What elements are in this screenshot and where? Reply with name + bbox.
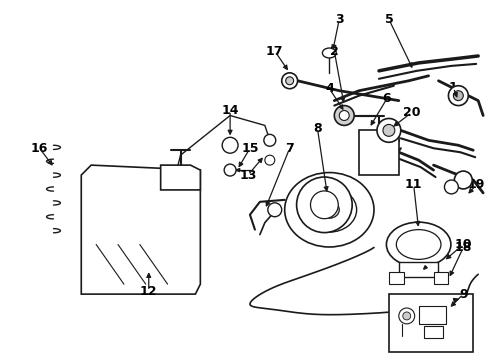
Circle shape bbox=[282, 73, 297, 89]
Text: 16: 16 bbox=[31, 142, 49, 155]
Circle shape bbox=[339, 111, 349, 121]
Text: 18: 18 bbox=[455, 241, 472, 254]
Circle shape bbox=[286, 77, 294, 85]
Circle shape bbox=[334, 105, 354, 125]
Text: 3: 3 bbox=[335, 13, 343, 26]
Polygon shape bbox=[453, 298, 458, 302]
Text: 13: 13 bbox=[239, 168, 257, 181]
Bar bbox=[418, 306, 446, 324]
Circle shape bbox=[403, 312, 411, 320]
Text: 6: 6 bbox=[383, 92, 391, 105]
Text: 7: 7 bbox=[285, 142, 294, 155]
Circle shape bbox=[377, 118, 401, 142]
Bar bbox=[359, 130, 399, 175]
Text: 15: 15 bbox=[241, 142, 259, 155]
Text: 19: 19 bbox=[467, 179, 485, 192]
Bar bbox=[434, 272, 448, 284]
Ellipse shape bbox=[319, 201, 339, 218]
Circle shape bbox=[265, 155, 275, 165]
Text: 20: 20 bbox=[403, 106, 420, 119]
Circle shape bbox=[453, 91, 464, 100]
Ellipse shape bbox=[285, 172, 374, 247]
Bar bbox=[389, 272, 404, 284]
Circle shape bbox=[222, 137, 238, 153]
Text: 5: 5 bbox=[385, 13, 393, 26]
Ellipse shape bbox=[322, 48, 336, 58]
Circle shape bbox=[268, 203, 282, 217]
Polygon shape bbox=[424, 266, 427, 269]
Circle shape bbox=[448, 86, 468, 105]
Ellipse shape bbox=[387, 222, 451, 267]
Text: 10: 10 bbox=[455, 238, 472, 251]
Text: 4: 4 bbox=[325, 82, 334, 95]
Circle shape bbox=[399, 308, 415, 324]
Text: 12: 12 bbox=[140, 285, 157, 298]
Text: 9: 9 bbox=[459, 288, 467, 301]
Text: 2: 2 bbox=[330, 45, 339, 58]
Text: 17: 17 bbox=[266, 45, 284, 58]
Circle shape bbox=[454, 171, 472, 189]
Circle shape bbox=[383, 125, 395, 136]
Text: 14: 14 bbox=[221, 104, 239, 117]
Circle shape bbox=[224, 164, 236, 176]
Polygon shape bbox=[236, 168, 240, 172]
Circle shape bbox=[444, 180, 458, 194]
Bar bbox=[399, 262, 439, 277]
Ellipse shape bbox=[396, 230, 441, 260]
Circle shape bbox=[311, 191, 338, 219]
Text: 1: 1 bbox=[449, 81, 458, 94]
Circle shape bbox=[296, 177, 352, 233]
Ellipse shape bbox=[302, 188, 357, 232]
Polygon shape bbox=[81, 165, 200, 294]
Bar bbox=[389, 294, 473, 352]
Bar bbox=[424, 326, 443, 338]
Text: 11: 11 bbox=[405, 179, 422, 192]
Circle shape bbox=[264, 134, 276, 146]
Text: 8: 8 bbox=[313, 122, 322, 135]
Polygon shape bbox=[161, 165, 200, 190]
